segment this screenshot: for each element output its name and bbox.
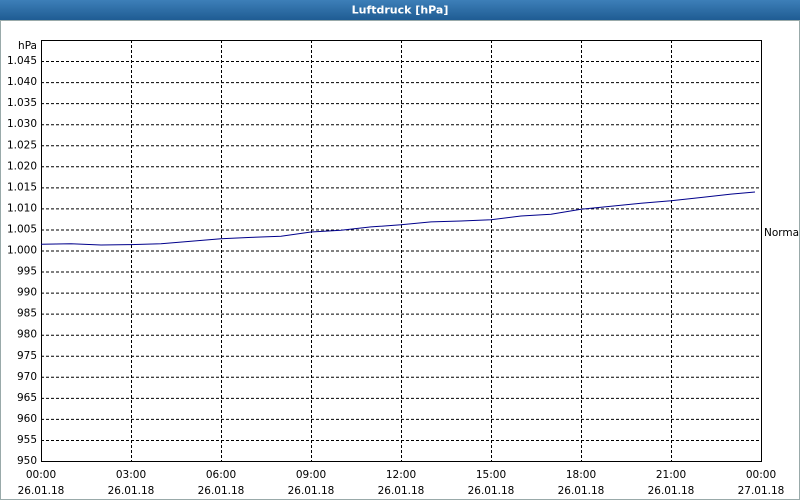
y-tick-label: 1.005 (7, 223, 37, 235)
x-tick-label: 00:00 (746, 469, 776, 481)
x-tick-label: 00:00 (26, 469, 56, 481)
x-tick-label: 21:00 (656, 469, 686, 481)
frame (0, 20, 800, 500)
y-tick-label: 950 (17, 455, 37, 467)
data-line (40, 191, 756, 246)
x-tick-date: 26.01.18 (198, 485, 245, 497)
y-tick-label: 1.030 (7, 118, 37, 130)
y-tick-label: 980 (17, 329, 37, 341)
x-tick-date: 26.01.18 (468, 485, 515, 497)
annotation: Normal (764, 227, 800, 239)
x-tick-date: 26.01.18 (18, 485, 65, 497)
y-tick-label: 955 (17, 434, 37, 446)
x-tick-date: 27.01.18 (738, 485, 785, 497)
y-tick-label: 1.045 (7, 55, 37, 67)
x-tick-label: 06:00 (206, 469, 236, 481)
x-tick-date: 26.01.18 (648, 485, 695, 497)
y-tick-label: 960 (17, 413, 37, 425)
y-tick-label: 990 (17, 287, 37, 299)
y-tick-label: 965 (17, 392, 37, 404)
y-tick-label: 995 (17, 266, 37, 278)
x-tick-label: 15:00 (476, 469, 506, 481)
y-tick-label: 1.000 (7, 245, 37, 257)
y-tick-label: 1.020 (7, 160, 37, 172)
chart-title: Luftdruck [hPa] (352, 4, 449, 17)
y-tick-label: 1.025 (7, 139, 37, 151)
x-tick-label: 03:00 (116, 469, 146, 481)
y-tick-label: 975 (17, 350, 37, 362)
y-tick-label: 970 (17, 371, 37, 383)
x-tick-date: 26.01.18 (378, 485, 425, 497)
x-tick-date: 26.01.18 (108, 485, 155, 497)
y-tick-label: 1.040 (7, 76, 37, 88)
x-tick-date: 26.01.18 (558, 485, 605, 497)
x-tick-label: 18:00 (566, 469, 596, 481)
y-tick-label: 1.015 (7, 181, 37, 193)
x-tick-label: 09:00 (296, 469, 326, 481)
x-tick-label: 12:00 (386, 469, 416, 481)
plot-border (41, 40, 762, 462)
y-tick-label: 1.035 (7, 97, 37, 109)
x-tick-date: 26.01.18 (288, 485, 335, 497)
y-tick-label: 1.010 (7, 202, 37, 214)
y-axis-label: hPa (18, 40, 37, 52)
y-tick-label: 985 (17, 308, 37, 320)
title-bar (0, 0, 800, 20)
